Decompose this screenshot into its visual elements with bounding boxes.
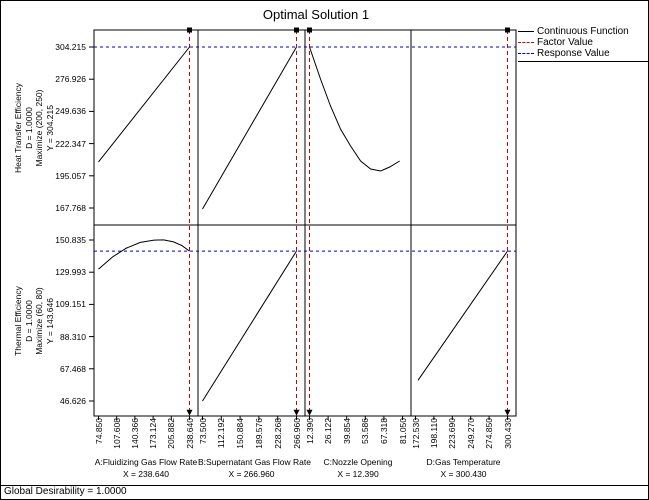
y-tick-label: 88.310 (60, 331, 86, 342)
factor-marker-bottom (504, 409, 511, 416)
status-bar: Global Desirability = 1.0000 (1, 485, 648, 499)
panel-box (304, 29, 412, 226)
factor-value-label: X = 12.390 (337, 469, 379, 479)
factor-axis-title: D:Gas Temperature (426, 457, 501, 467)
response-info-line: D = 1.0000 (23, 106, 34, 149)
y-tick-label: 67.468 (60, 363, 86, 374)
response-info-line: Heat Transfer Efficiency (13, 82, 23, 173)
y-tick-label: 222.347 (55, 138, 86, 149)
response-info-line: D = 1.0000 (23, 299, 34, 342)
response-info-line: Y = 143.646 (44, 297, 55, 344)
y-tick-label: 129.993 (55, 267, 86, 278)
factor-marker-bottom (293, 409, 300, 416)
continuous-function-curve (417, 250, 508, 381)
x-tick-label: 266.960 (291, 418, 302, 449)
y-tick-label: 150.835 (55, 235, 86, 245)
x-tick-label: 53.586 (360, 418, 371, 444)
y-tick-label: 276.926 (55, 74, 86, 85)
factor-marker-top (187, 27, 192, 33)
x-tick-label: 173.124 (148, 418, 159, 449)
legend-label: Response Value (537, 48, 610, 59)
factor-axis-title: B:Supernatant Gas Flow Rate (198, 457, 311, 467)
panel-box (410, 224, 517, 417)
x-tick-label: 228.268 (272, 418, 283, 449)
global-desirability-text: Global Desirability = 1.0000 (4, 486, 127, 497)
factor-marker-bottom (306, 409, 313, 416)
factor-marker-top (505, 27, 510, 33)
factor-marker-top (294, 27, 299, 33)
x-tick-label: 150.884 (235, 418, 246, 449)
response-info-line: Maximize (60, 80) (34, 286, 44, 355)
x-tick-label: 74.850 (93, 418, 104, 444)
x-tick-label: 249.270 (465, 418, 476, 449)
continuous-function-line-icon (518, 31, 534, 32)
panel-box (304, 224, 412, 417)
legend-item-continuous-function: Continuous Function (518, 26, 648, 37)
response-info-line: Maximize (200, 250) (34, 89, 44, 167)
panel-box (93, 29, 199, 226)
panel-box (93, 224, 199, 417)
x-tick-label: 274.850 (484, 418, 495, 449)
continuous-function-curve (98, 46, 190, 163)
factor-value-label: X = 266.960 (228, 469, 275, 479)
y-tick-label: 304.215 (55, 42, 86, 52)
chart-title: Optimal Solution 1 (262, 7, 370, 22)
factor-value-label: X = 300.430 (440, 469, 487, 479)
x-tick-label: 140.366 (129, 418, 140, 449)
y-tick-label: 167.768 (55, 203, 86, 213)
y-tick-label: 249.636 (55, 106, 86, 117)
response-info-line: Y = 304.215 (44, 104, 55, 151)
y-tick-label: 46.626 (60, 396, 86, 406)
x-tick-label: 112.192 (216, 418, 227, 449)
x-tick-label: 189.576 (253, 418, 264, 449)
y-tick-label: 195.057 (55, 170, 86, 181)
legend-label: Factor Value (537, 37, 593, 48)
factor-value-label: X = 238.640 (122, 469, 170, 479)
x-tick-label: 198.110 (428, 418, 439, 449)
x-tick-label: 81.050 (397, 418, 408, 444)
x-tick-label: 26.122 (323, 418, 334, 444)
continuous-function-curve (202, 46, 297, 210)
factor-value-line-icon (518, 42, 534, 43)
panel-box (197, 224, 306, 417)
x-tick-label: 205.882 (166, 418, 177, 449)
factor-axis-title: C:Nozzle Opening (323, 457, 393, 467)
continuous-function-curve (309, 46, 400, 172)
panel-box (410, 29, 517, 226)
factor-marker-top (307, 27, 312, 33)
legend-label: Continuous Function (537, 26, 629, 37)
x-tick-label: 67.318 (378, 418, 389, 444)
x-tick-label: 73.500 (197, 418, 208, 444)
continuous-function-curve (202, 250, 297, 402)
legend: Continuous Function Factor Value Respons… (518, 26, 648, 62)
legend-item-response-value: Response Value (518, 48, 648, 59)
x-tick-label: 300.430 (502, 418, 513, 449)
legend-item-factor-value: Factor Value (518, 37, 648, 48)
x-tick-label: 39.854 (341, 418, 352, 444)
legend-underline (518, 61, 648, 62)
response-value-line-icon (518, 53, 534, 54)
continuous-function-curve (98, 239, 190, 270)
y-tick-label: 109.151 (55, 299, 86, 310)
x-tick-label: 223.690 (447, 418, 458, 449)
response-info-label: Thermal Efficiency D = 1.0000 Maximize (60… (13, 226, 55, 416)
factor-axis-title: A:Fluidizing Gas Flow Rate (94, 457, 198, 467)
x-tick-label: 172.530 (410, 418, 421, 449)
factor-marker-bottom (186, 409, 193, 416)
x-tick-label: 107.608 (111, 418, 122, 449)
response-info-label: Heat Transfer Efficiency D = 1.0000 Maximi… (13, 33, 55, 223)
x-tick-label: 12.390 (304, 418, 315, 444)
x-tick-label: 238.640 (184, 418, 195, 449)
response-info-line: Thermal Efficiency (13, 285, 23, 356)
